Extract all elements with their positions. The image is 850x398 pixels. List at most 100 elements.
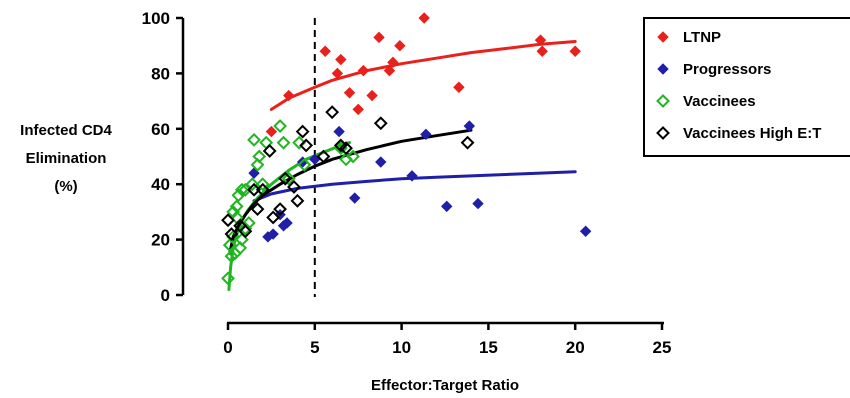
legend-marker-progressors [657, 63, 669, 75]
y-tick-label: 100 [142, 9, 170, 28]
vaccinees-high-e-t-point [266, 210, 281, 225]
series-layer [221, 12, 592, 291]
progressors-point [472, 197, 484, 210]
vaccinees-high-e-t-point [339, 141, 353, 156]
vaccinees-high-e-t-point [238, 224, 253, 239]
legend-marker-ltnp [657, 31, 669, 43]
ltnp-point [265, 125, 278, 138]
vaccinees-point [234, 182, 249, 197]
legend-label-progressors: Progressors [683, 61, 771, 78]
vaccinees-high-e-t-point [325, 105, 340, 120]
ltnp-point [387, 56, 399, 69]
vaccinees-point [226, 204, 241, 219]
y-axis-title-line-1: Infected CD4 [20, 122, 112, 139]
fit-curves [227, 40, 577, 291]
vaccinees-point [255, 177, 270, 192]
x-tick-label: 25 [653, 338, 672, 357]
ltnp-point [536, 45, 548, 57]
ltnp-point [357, 64, 370, 77]
ltnp-point [335, 53, 347, 66]
progressors-point [579, 225, 592, 237]
y-axis-title-line-3: (%) [54, 178, 77, 195]
vaccinees-point [233, 240, 248, 255]
x-tick-label: 0 [223, 338, 232, 357]
progressors-point [349, 192, 361, 204]
vaccinees-high-e-t-point [299, 138, 314, 153]
vaccinees-point [224, 249, 239, 264]
ltnp-point [283, 89, 295, 102]
vaccinees-point [346, 149, 360, 164]
progressors-point [420, 128, 432, 141]
vaccinees-high-e-t-point [221, 213, 235, 228]
progressors-point [463, 120, 476, 132]
ltnp-point [534, 34, 547, 46]
vaccinees-point [297, 157, 312, 172]
vaccinees-point [247, 132, 261, 147]
x-axis-title: Effector:Target Ratio [371, 377, 519, 394]
vaccinees-point [273, 119, 287, 133]
vaccinees-high-e-t-point [273, 202, 287, 217]
vaccinees-point [231, 188, 246, 203]
progressors-point [267, 228, 279, 240]
vaccinees-high-e-t-point [295, 124, 310, 139]
vaccinees-high-e-t-point [373, 116, 388, 131]
vaccinees-high-e-t-point [290, 193, 305, 208]
vaccinees-fit-curve [227, 141, 351, 291]
legend: LTNP Progressors Vaccinees Vaccinees High E… [643, 17, 850, 157]
vaccinees-high-e-t-point [278, 171, 293, 186]
y-tick-label: 60 [151, 120, 170, 139]
vaccinees-high-e-t-point [224, 227, 239, 241]
y-tick-label: 40 [151, 175, 170, 194]
vaccinees-high-e-t-point [287, 180, 301, 194]
ltnp-point [394, 39, 406, 52]
y-tick-label: 20 [151, 231, 170, 250]
ltnp-point [373, 31, 385, 44]
vaccinees-point [221, 271, 235, 286]
vaccinees-point [238, 221, 253, 236]
vaccinees-high-e-t-point [250, 202, 265, 217]
legend-label-vaccinees-high-e-t: Vaccinees High E:T [683, 125, 821, 142]
y-axis-title-line-2: Elimination [26, 150, 107, 167]
vaccinees-high-e-t-point [262, 144, 277, 158]
y-tick-label: 0 [161, 286, 170, 305]
vaccinees-point [281, 171, 296, 186]
axes [181, 18, 664, 325]
ltnp-point [453, 81, 465, 93]
ltnp-point [352, 103, 364, 116]
progressors-point [441, 200, 453, 213]
y-axis-title: Infected CD4 Elimination (%) [20, 122, 112, 195]
vaccinees-high-e-t-point [460, 135, 475, 150]
progressors-point [333, 125, 345, 138]
ltnp-fit-curve [269, 40, 577, 111]
y-tick-label: 80 [151, 64, 170, 83]
x-tick-label: 10 [392, 338, 411, 357]
legend-box [643, 17, 850, 157]
legend-label-vaccinees: Vaccinees [683, 93, 756, 110]
vaccinees-point [276, 135, 291, 150]
x-tick-label: 15 [479, 338, 498, 357]
ltnp-point [366, 89, 378, 102]
vaccinees-point [252, 149, 267, 164]
ltnp-point [569, 45, 581, 57]
ltnp-point [319, 45, 331, 57]
progressors-point [281, 217, 293, 229]
ltnp-point [343, 87, 356, 99]
ltnp-point [383, 64, 396, 77]
vaccinees-point [229, 199, 244, 214]
legend-marker-vaccinees [656, 94, 670, 108]
legend-label-ltnp: LTNP [683, 29, 721, 46]
vaccinees-point [245, 177, 260, 192]
progressors-point [406, 170, 418, 182]
progressors-point [375, 156, 387, 168]
x-ticks: 0 5 10 15 20 25 [223, 323, 671, 357]
vaccinees-point [250, 157, 265, 172]
ltnp-point [331, 67, 344, 80]
data-points [221, 12, 592, 286]
ltnp-point [418, 12, 430, 24]
vaccinees-high-e-t-point [316, 149, 331, 164]
legend-marker-vaccinees-high-e-t [656, 126, 670, 140]
y-ticks: 0 20 40 60 80 100 [142, 9, 183, 305]
x-tick-label: 5 [310, 338, 319, 357]
x-tick-label: 20 [566, 338, 585, 357]
